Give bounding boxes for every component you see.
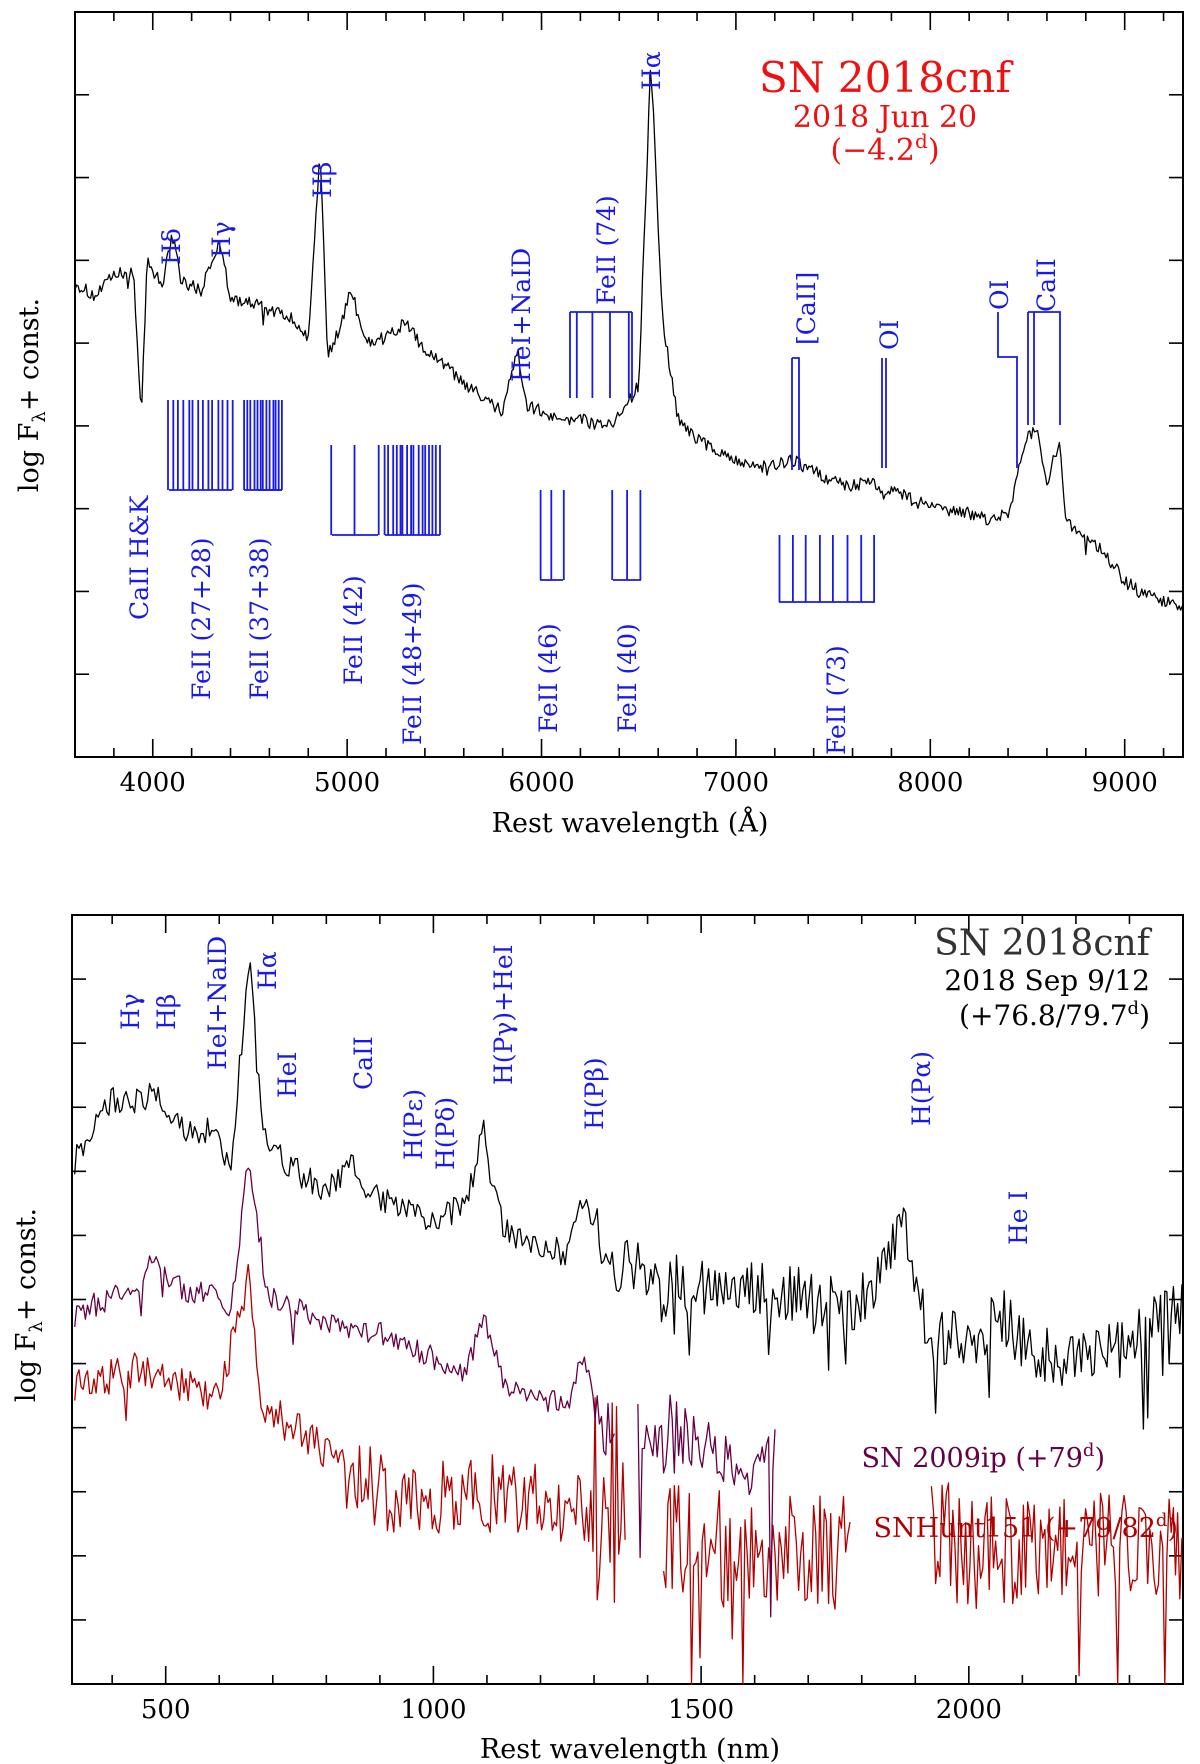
bottom-xaxis-label: Rest wavelength (nm) xyxy=(480,1734,780,1764)
lineid-hei-naid: HeI+NaID xyxy=(507,248,536,382)
lineid-b-he-i: He I xyxy=(1004,1191,1033,1245)
lineid-caii-triplet: CaII xyxy=(1032,258,1061,312)
lineid-b-h-beta: Hβ xyxy=(152,994,181,1030)
top-axis-ticks: 4000 5000 6000 7000 8000 9000 xyxy=(74,12,1183,798)
lineid-b-caii: CaII xyxy=(349,1036,378,1090)
lineid-oi-8446: OI xyxy=(985,280,1014,310)
marker-feii-74 xyxy=(569,311,633,398)
lineid-b-hei: HeI xyxy=(273,1052,302,1098)
top-xaxis-label: Rest wavelength (Å) xyxy=(492,806,769,839)
bottom-yaxis-label: log Fλ+ const. xyxy=(11,1208,47,1402)
bottom-phase: (+76.8/79.7d) xyxy=(959,998,1150,1032)
x-tick-label: 9000 xyxy=(1092,768,1158,798)
bottom-panel: 500 1000 1500 2000 Rest wavelength (nm) log… xyxy=(11,914,1184,1764)
lineid-b-h-alpha: Hα xyxy=(253,951,282,990)
top-yaxis-label: log Fλ+ const. xyxy=(14,298,50,492)
top-plot-frame xyxy=(74,11,1184,758)
mult-feii-27-28: FeII (27+28) xyxy=(187,537,216,700)
lineid-b-h-gamma: Hγ xyxy=(116,993,145,1030)
lineid-b-p-alpha: H(Pα) xyxy=(907,1051,936,1126)
lineid-h-delta: Hδ xyxy=(157,228,186,265)
top-phase: (−4.2d) xyxy=(830,129,939,168)
lineid-b-p-delta: H(Pδ) xyxy=(431,1097,460,1170)
x-tick-label: 5000 xyxy=(314,768,380,798)
lineid-b-p-epsilon: H(Pε) xyxy=(399,1089,428,1160)
lineid-b-p-beta: H(Pβ) xyxy=(580,1057,609,1130)
top-date: 2018 Jun 20 xyxy=(793,100,977,135)
top-title: SN 2018cnf xyxy=(759,53,1014,102)
lineid-oi-7774: OI xyxy=(875,320,904,350)
bottom-date: 2018 Sep 9/12 xyxy=(944,964,1150,997)
bottom-axis-ticks: 500 1000 1500 2000 xyxy=(72,915,1184,1725)
lineid-b-hei-naid: HeI+NaID xyxy=(203,936,232,1070)
bottom-title: SN 2018cnf xyxy=(934,923,1153,964)
mult-feii-73: FeII (73) xyxy=(822,645,851,755)
top-line-ids: CaII H&K Hδ Hγ Hβ HeI+NaID FeII (74) Hα … xyxy=(125,51,1061,755)
mult-feii-40: FeII (40) xyxy=(613,623,642,733)
top-panel: 4000 5000 6000 7000 8000 9000 Rest wavelength… xyxy=(14,11,1184,839)
mult-feii-46: FeII (46) xyxy=(534,623,563,733)
mult-feii-48-49: FeII (48+49) xyxy=(398,582,427,745)
lineid-b-p-gamma-hei: H(Pγ)+HeI xyxy=(489,945,518,1086)
legend-snhunt151: SNHunt151 (+79/82d) xyxy=(874,1510,1178,1544)
legend-sn2009ip: SN 2009ip (+79d) xyxy=(861,1440,1105,1474)
x-tick-label: 6000 xyxy=(508,768,574,798)
x-tick-label: 500 xyxy=(141,1695,191,1725)
bottom-line-ids: Hγ Hβ HeI+NaID Hα HeI CaII H(Pε) H(Pδ) H… xyxy=(116,936,1033,1245)
marker-caii-forbidden xyxy=(791,357,800,470)
x-tick-label: 1000 xyxy=(400,1695,466,1725)
marker-oi-7774 xyxy=(881,358,887,468)
mult-feii-37-38: FeII (37+38) xyxy=(245,537,274,700)
top-spectrum-sn2018cnf xyxy=(74,69,1183,611)
lineid-h-beta: Hβ xyxy=(308,162,337,198)
x-tick-label: 2000 xyxy=(936,1695,1002,1725)
marker-caii-triplet xyxy=(1027,311,1061,425)
marker-oi-8446 xyxy=(997,312,1018,468)
lineid-feii-74: FeII (74) xyxy=(592,195,621,305)
bottom-spectrum-sn2018cnf xyxy=(74,962,1183,1430)
x-tick-label: 8000 xyxy=(897,768,963,798)
lineid-caii-hk: CaII H&K xyxy=(125,494,154,620)
lineid-caii-forbidden: [CaII] xyxy=(792,272,821,345)
x-tick-label: 7000 xyxy=(703,768,769,798)
x-tick-label: 4000 xyxy=(120,768,186,798)
mult-feii-42: FeII (42) xyxy=(339,575,368,685)
lineid-h-alpha: Hα xyxy=(637,51,666,90)
multiplet-markers xyxy=(167,311,1061,603)
bottom-spectrum-sn2009ip xyxy=(74,1167,776,1618)
x-tick-label: 1500 xyxy=(668,1695,734,1725)
bottom-spectrum-snhunt151 xyxy=(74,1263,1183,1685)
lineid-h-gamma: Hγ xyxy=(207,221,236,258)
